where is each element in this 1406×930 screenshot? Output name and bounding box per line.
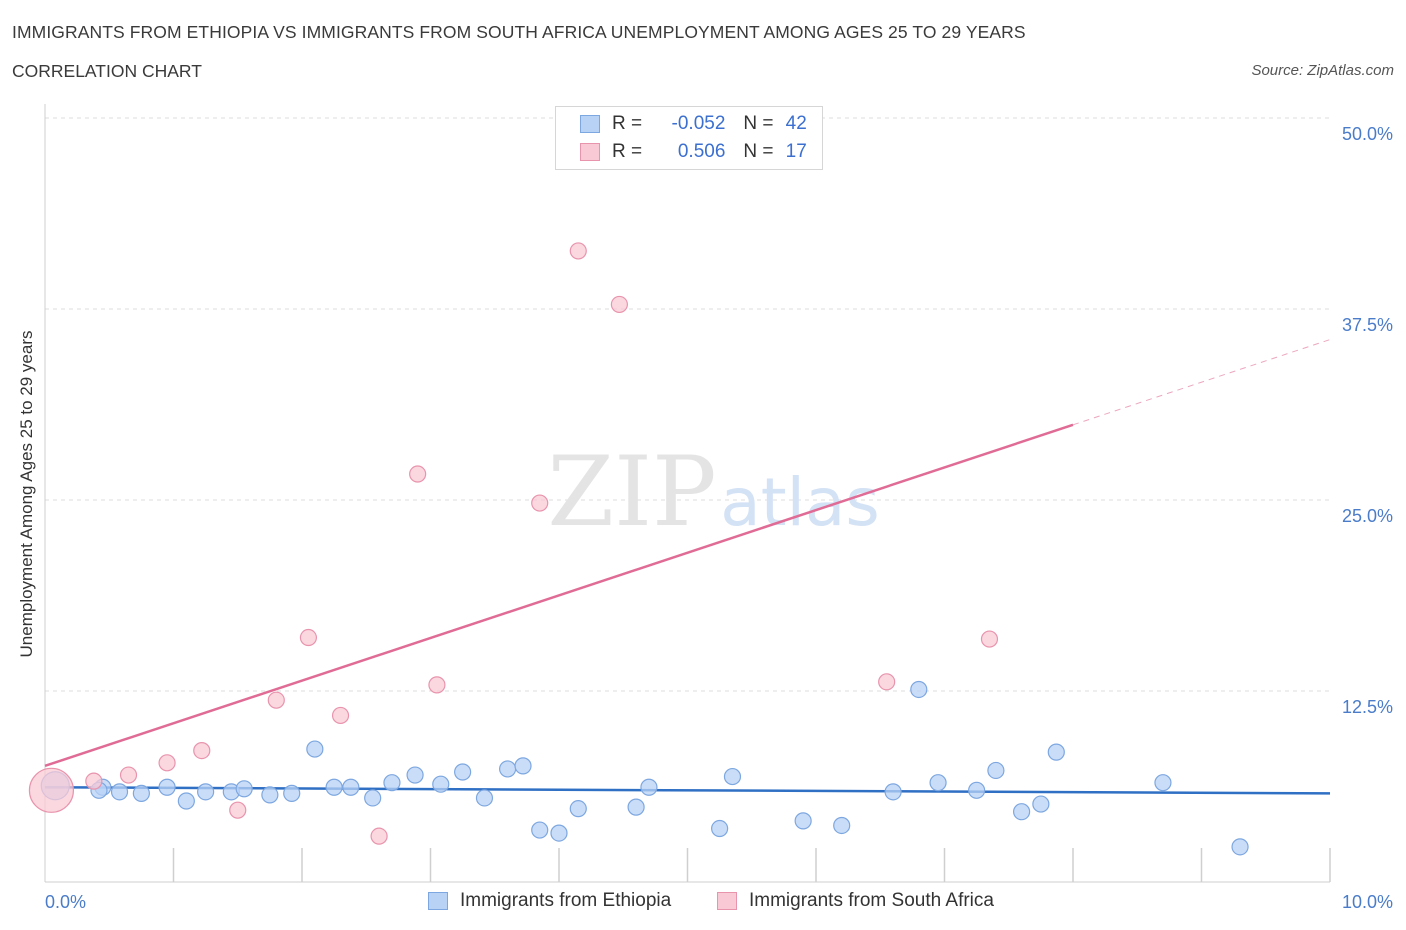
ethiopia-point — [1047, 743, 1065, 761]
ethiopia-point — [454, 763, 472, 781]
ethiopia-point — [987, 761, 1005, 780]
ethiopia-swatch — [428, 892, 448, 910]
ethiopia-point — [1012, 803, 1031, 821]
south_africa-point — [531, 494, 549, 512]
ethiopia-point — [640, 778, 658, 796]
legend-label-ethiopia: Immigrants from Ethiopia — [460, 890, 672, 911]
south_africa-point — [85, 772, 103, 790]
south_africa-point — [409, 465, 427, 483]
south-africa-swatch — [717, 892, 737, 910]
y-tick-label: 50.0% — [1342, 124, 1393, 144]
south_africa-trend-line — [44, 423, 1074, 768]
r-value: 0.506 — [677, 141, 726, 162]
ethiopia-point — [550, 824, 568, 842]
south_africa-point — [980, 630, 999, 648]
ethiopia-point — [177, 792, 195, 810]
ethiopia-point — [325, 778, 343, 796]
south_africa-point — [193, 741, 211, 760]
n-label: N = — [743, 141, 774, 162]
y-tick-label: 25.0% — [1342, 506, 1393, 526]
n-value: 42 — [785, 113, 807, 134]
r-label: R = — [612, 113, 643, 134]
ethiopia-point — [833, 816, 851, 835]
chart-title: IMMIGRANTS FROM ETHIOPIA VS IMMIGRANTS F… — [12, 22, 1026, 42]
ethiopia-point — [406, 766, 424, 784]
ethiopia-point — [306, 740, 324, 758]
grid-layer — [45, 117, 1330, 692]
south_africa-point — [610, 295, 628, 314]
ethiopia-point — [1032, 795, 1050, 813]
n-value: 17 — [785, 141, 807, 162]
south_africa-point — [428, 676, 446, 694]
ethiopia-point — [711, 819, 729, 838]
south_africa-point — [569, 242, 587, 260]
legend-item-ethiopia: Immigrants from Ethiopia — [428, 890, 671, 912]
south_africa-point — [229, 801, 247, 819]
south_africa-point — [878, 673, 896, 691]
ethiopia-point — [283, 784, 301, 802]
ethiopia-point — [929, 774, 947, 792]
points-layer — [28, 242, 1249, 856]
ethiopia-swatch — [580, 115, 600, 133]
south_africa-point — [299, 628, 318, 647]
ethiopia-point — [235, 780, 253, 798]
axis-layer — [44, 104, 1331, 883]
ethiopia-point — [1231, 838, 1249, 856]
legend-item-south-africa: Immigrants from South Africa — [717, 890, 994, 912]
watermark-zip: ZIP — [547, 436, 716, 548]
n-label: N = — [743, 113, 774, 134]
ethiopia-point — [627, 798, 645, 816]
ethiopia-point — [132, 784, 150, 802]
ethiopia-point — [884, 783, 902, 801]
x-tick-label: 10.0% — [1342, 892, 1393, 912]
legend-row-ethiopia: R = -0.052 N = 42 — [580, 111, 807, 137]
ethiopia-point — [531, 821, 549, 839]
south_africa-point — [370, 827, 388, 845]
ethiopia-point — [794, 812, 812, 830]
south-africa-swatch — [580, 143, 600, 161]
ethiopia-point — [197, 783, 215, 801]
ethiopia-point — [1154, 774, 1172, 792]
ethiopia-point — [723, 767, 742, 786]
tick-labels: 12.5% 25.0% 37.5% 50.0% 0.0% 10.0% — [45, 124, 1393, 912]
legend-row-south-africa: R = 0.506 N = 17 — [580, 139, 807, 165]
watermark-atlas: atlas — [720, 464, 880, 541]
ethiopia-point — [475, 789, 494, 807]
r-value: -0.052 — [671, 113, 726, 134]
r-label: R = — [612, 141, 643, 162]
chart-subtitle: CORRELATION CHART — [12, 61, 202, 81]
ethiopia-point — [158, 778, 176, 796]
ethiopia-point — [110, 783, 129, 801]
south_africa-trend-extension — [1072, 339, 1331, 426]
legend-label-south-africa: Immigrants from South Africa — [749, 890, 994, 911]
south_africa-point — [267, 691, 285, 709]
south_africa-point — [331, 706, 350, 725]
south_africa-point — [28, 767, 75, 813]
source-label: Source: ZipAtlas.com — [1251, 62, 1394, 79]
south_africa-point — [158, 754, 176, 772]
ethiopia-point — [569, 800, 587, 818]
ethiopia-point — [364, 789, 382, 807]
watermark: ZIP atlas — [547, 436, 879, 548]
ethiopia-point — [432, 775, 450, 793]
ethiopia-point — [342, 778, 360, 796]
ethiopia-point — [383, 774, 401, 792]
stats-legend: R = -0.052 N = 42 R = 0.506 N = 17 — [555, 106, 823, 170]
ethiopia-point — [910, 680, 928, 699]
trend-layer — [44, 339, 1331, 795]
x-tick-label: 0.0% — [45, 892, 86, 912]
ethiopia-point — [261, 786, 279, 804]
ethiopia-point — [514, 757, 532, 775]
ethiopia-point — [968, 781, 986, 799]
y-tick-label: 37.5% — [1342, 315, 1393, 335]
ethiopia-point — [499, 760, 517, 778]
ethiopia-trend-line — [44, 786, 1331, 795]
y-tick-label: 12.5% — [1342, 697, 1393, 717]
south_africa-point — [119, 766, 138, 784]
